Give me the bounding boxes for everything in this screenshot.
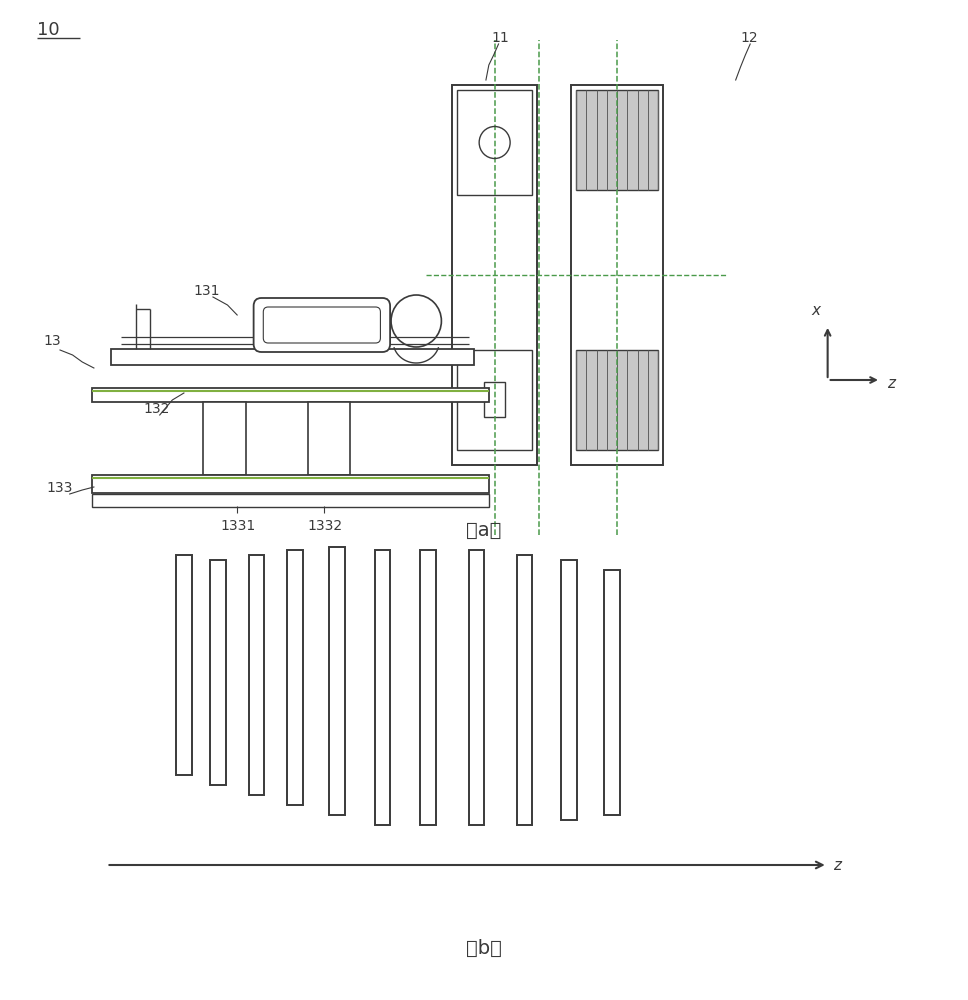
Text: 12: 12 — [741, 31, 758, 45]
Bar — [457, 350, 532, 450]
Bar — [561, 560, 577, 820]
Bar — [92, 475, 489, 493]
Bar — [176, 555, 192, 775]
Text: z: z — [833, 858, 841, 873]
Bar — [576, 350, 658, 450]
Bar — [484, 382, 505, 417]
Bar — [420, 550, 436, 825]
Text: 11: 11 — [492, 31, 509, 45]
Bar — [329, 547, 345, 815]
Bar — [92, 388, 489, 402]
Bar — [308, 402, 350, 475]
Text: 1332: 1332 — [308, 519, 343, 533]
FancyBboxPatch shape — [254, 298, 390, 352]
Text: 13: 13 — [44, 334, 61, 348]
Text: 1331: 1331 — [221, 519, 256, 533]
FancyBboxPatch shape — [263, 307, 380, 343]
Bar — [517, 555, 532, 825]
Bar — [287, 550, 303, 805]
Text: x: x — [811, 303, 821, 318]
Bar — [604, 570, 620, 815]
Bar — [111, 349, 474, 365]
Bar — [576, 90, 658, 190]
Bar — [210, 560, 226, 785]
Bar — [457, 90, 532, 195]
Bar — [452, 85, 537, 465]
Text: z: z — [887, 376, 894, 391]
Bar — [92, 494, 489, 507]
Bar — [469, 550, 484, 825]
Text: 10: 10 — [37, 21, 59, 39]
Text: 132: 132 — [143, 402, 169, 416]
Bar — [249, 555, 264, 795]
Text: 133: 133 — [46, 481, 73, 495]
Text: （b）: （b） — [466, 938, 502, 958]
Bar — [571, 85, 663, 465]
Text: 131: 131 — [194, 284, 220, 298]
Bar — [375, 550, 390, 825]
Bar — [203, 402, 246, 475]
Text: （a）: （a） — [467, 520, 501, 540]
